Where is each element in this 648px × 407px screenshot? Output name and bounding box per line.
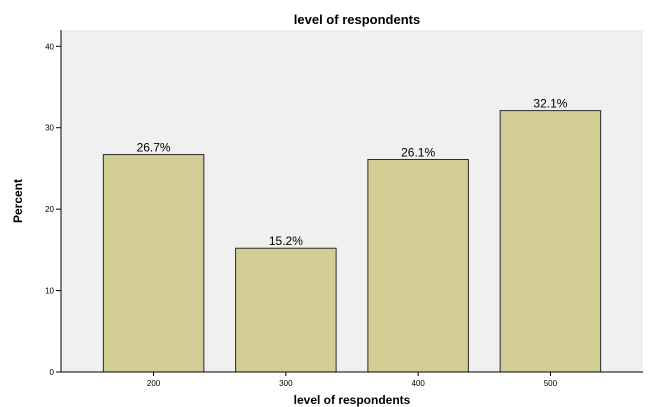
y-ticks-group: 0 10 20 30 40 <box>45 42 61 377</box>
x-tick-label-500: 500 <box>544 379 558 388</box>
data-label-200: 26.7% <box>137 141 171 155</box>
x-axis-label: level of respondents <box>294 393 411 407</box>
data-label-400: 26.1% <box>401 145 435 159</box>
y-axis-label: Percent <box>11 179 25 223</box>
data-label-300: 15.2% <box>269 234 303 248</box>
bar-500 <box>499 110 602 373</box>
y-tick-label-0: 0 <box>50 368 55 377</box>
x-tick-label-400: 400 <box>411 379 425 388</box>
bar-300 <box>235 247 337 373</box>
y-tick-label-10: 10 <box>45 287 54 296</box>
bar-200 <box>102 154 205 373</box>
bar-400 <box>367 158 469 373</box>
x-tick-label-300: 300 <box>279 379 293 388</box>
x-tick-label-200: 200 <box>147 379 161 388</box>
data-labels-group: 26.7% 15.2% 26.1% 32.1% <box>137 97 568 249</box>
y-tick-label-40: 40 <box>45 42 54 51</box>
y-tick-label-20: 20 <box>45 205 54 214</box>
x-ticks-group: 200 300 400 500 <box>147 372 558 388</box>
chart-title: level of respondents <box>294 12 420 27</box>
y-tick-label-30: 30 <box>45 124 54 133</box>
data-label-500: 32.1% <box>533 97 567 111</box>
bars-group <box>102 110 602 373</box>
